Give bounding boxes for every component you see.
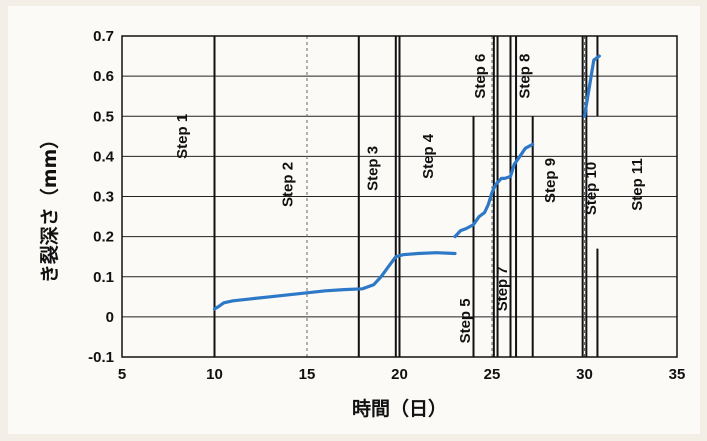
y-tick-label: 0.3 — [93, 189, 114, 206]
x-tick-label: 25 — [484, 366, 501, 383]
series-line — [453, 142, 535, 239]
x-tick-label: 15 — [299, 366, 316, 383]
step-annotation: Step 10 — [583, 162, 600, 215]
step-lines — [213, 36, 599, 357]
y-axis-title: き裂深さ（mm） — [38, 130, 61, 284]
step-annotation: Step 11 — [629, 158, 646, 211]
x-axis-title: 時間（日） — [352, 397, 447, 420]
chart-frame: 5 10 15 20 25 30 35 -0.1 0 0.1 0.2 0.3 0.4 0.5 0.6 0.7 … — [8, 6, 700, 434]
series — [212, 54, 601, 311]
step-annotation: Step 7 — [494, 266, 511, 311]
y-tick-label: 0.1 — [93, 269, 114, 286]
step-annotation: Step 6 — [472, 54, 489, 99]
step-annotation: Step 4 — [420, 133, 437, 179]
series-line — [582, 54, 601, 118]
step-annotation: Step 8 — [516, 54, 533, 99]
step-annotation: Step 3 — [365, 146, 382, 191]
x-tick-label: 20 — [391, 366, 408, 383]
series-line — [212, 251, 457, 311]
y-tick-label: 0.2 — [93, 229, 114, 246]
y-tick-label: 0.7 — [93, 28, 114, 45]
y-tick-label: 0.5 — [93, 108, 114, 125]
step-annotation: Step 2 — [279, 162, 296, 207]
x-tick-label: 35 — [669, 366, 686, 383]
tick-labels: 5 10 15 20 25 30 35 -0.1 0 0.1 0.2 0.3 0.4 0.5 0.6 0.7 — [88, 28, 685, 383]
y-tick-label: 0 — [106, 309, 114, 326]
x-tick-label: 30 — [576, 366, 593, 383]
x-tick-label: 5 — [118, 366, 126, 383]
y-tick-label: 0.4 — [93, 148, 115, 165]
step-labels: Step 1 Step 2 Step 3 Step 4 Step 5 Step 6 Step… — [174, 54, 646, 344]
x-tick-label: 10 — [206, 366, 223, 383]
plot-border — [121, 35, 678, 358]
y-tick-label: 0.6 — [93, 68, 114, 85]
step-annotation: Step 9 — [542, 158, 559, 203]
crack-depth-chart: 5 10 15 20 25 30 35-0.100.10.20.30.40.50.60.7 … — [38, 28, 685, 420]
step-annotation: Step 5 — [457, 298, 474, 343]
y-tick-label: -0.1 — [88, 349, 114, 366]
step-annotation: Step 1 — [174, 114, 191, 159]
